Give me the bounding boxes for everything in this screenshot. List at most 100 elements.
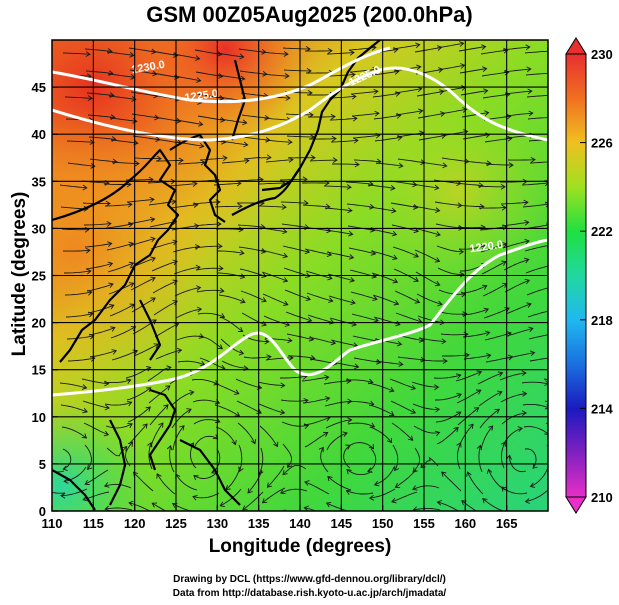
streamline <box>329 317 357 326</box>
streamline <box>462 331 490 338</box>
streamline-arrow <box>172 239 178 246</box>
streamline-arrow <box>145 406 151 412</box>
streamline-arrow <box>354 363 360 370</box>
streamline-arrow <box>413 204 419 210</box>
streamline <box>309 159 338 162</box>
streamline <box>214 205 242 208</box>
streamline <box>192 399 220 404</box>
streamline <box>193 470 219 479</box>
streamline <box>309 138 337 140</box>
x-tick-label: 110 <box>42 516 63 531</box>
streamline-arrow <box>459 41 465 47</box>
streamline <box>107 262 134 273</box>
streamline <box>172 503 194 511</box>
streamline <box>397 356 425 361</box>
streamline <box>260 249 288 258</box>
streamline <box>59 382 87 389</box>
streamline <box>506 327 534 337</box>
streamline-arrow <box>217 51 223 57</box>
streamline <box>288 355 315 359</box>
streamline <box>371 70 399 76</box>
streamline-arrow <box>481 243 487 250</box>
streamline <box>104 401 132 406</box>
streamline <box>509 455 527 473</box>
streamline-arrow <box>104 404 110 411</box>
streamline <box>193 223 221 227</box>
streamline <box>219 316 243 332</box>
x-tick-label: 125 <box>165 516 187 531</box>
streamline <box>529 357 548 362</box>
streamline-arrow <box>142 423 148 429</box>
streamline <box>103 379 131 384</box>
streamline-arrow <box>172 259 179 266</box>
streamline-arrow <box>239 53 245 60</box>
streamline <box>280 375 307 379</box>
streamline-arrow <box>217 243 223 249</box>
streamline-arrow <box>348 230 354 237</box>
streamline-arrow <box>372 295 378 302</box>
streamline <box>500 201 528 205</box>
streamline-arrow <box>280 382 286 389</box>
streamline <box>521 182 548 186</box>
streamline-arrow <box>442 162 448 169</box>
streamline-arrow <box>231 439 237 446</box>
colorbar-tick-label: 226 <box>591 136 613 151</box>
x-tick-label: 160 <box>454 516 476 531</box>
streamline-arrow <box>373 480 380 487</box>
streamline <box>441 471 462 492</box>
streamline-arrow <box>261 297 267 303</box>
streamline <box>436 245 464 253</box>
streamline <box>150 241 178 250</box>
streamline-arrow <box>412 467 418 473</box>
streamline-arrow <box>507 135 513 142</box>
streamline <box>87 304 114 314</box>
streamline-arrow <box>132 471 139 477</box>
streamline <box>84 48 112 52</box>
streamline <box>438 86 466 93</box>
streamline-arrow <box>497 371 504 377</box>
streamline <box>127 406 151 423</box>
streamline-arrow <box>460 63 466 69</box>
streamline <box>106 242 134 251</box>
streamline-arrow <box>194 517 198 522</box>
streamline-arrow <box>486 160 492 167</box>
y-tick-label: 35 <box>32 174 46 189</box>
streamline <box>390 202 418 209</box>
x-tick-label: 130 <box>206 516 228 531</box>
streamline <box>413 227 441 236</box>
streamline-arrow <box>103 430 110 437</box>
streamline <box>263 117 291 121</box>
streamline-arrow <box>525 44 531 51</box>
streamline <box>411 183 439 189</box>
streamline-arrow <box>395 91 401 97</box>
streamline <box>285 311 312 322</box>
streamline-arrow <box>488 425 494 431</box>
streamline-arrow <box>466 471 472 477</box>
streamline <box>367 448 377 472</box>
streamline-arrow <box>476 370 483 376</box>
streamline <box>416 293 443 305</box>
streamline <box>84 444 92 470</box>
streamline-arrow <box>128 500 134 507</box>
streamline <box>60 404 88 413</box>
streamline-arrow <box>393 47 399 53</box>
streamline-arrow <box>550 93 554 98</box>
streamline-arrow <box>81 384 88 390</box>
streamline-arrow <box>303 423 310 430</box>
streamline <box>153 300 178 316</box>
streamline-arrow <box>306 317 313 323</box>
streamline-arrow <box>526 302 532 308</box>
x-tick-label: 135 <box>248 516 270 531</box>
streamline-arrow <box>482 66 488 73</box>
streamline-arrow <box>250 439 257 445</box>
streamline-arrow <box>350 71 356 78</box>
streamline <box>219 488 242 507</box>
streamline <box>367 184 395 189</box>
streamline <box>456 204 484 208</box>
streamline <box>281 421 309 427</box>
streamline <box>436 42 464 49</box>
streamline-arrow <box>434 406 441 413</box>
streamline <box>327 476 352 491</box>
streamline-arrow <box>441 338 447 345</box>
